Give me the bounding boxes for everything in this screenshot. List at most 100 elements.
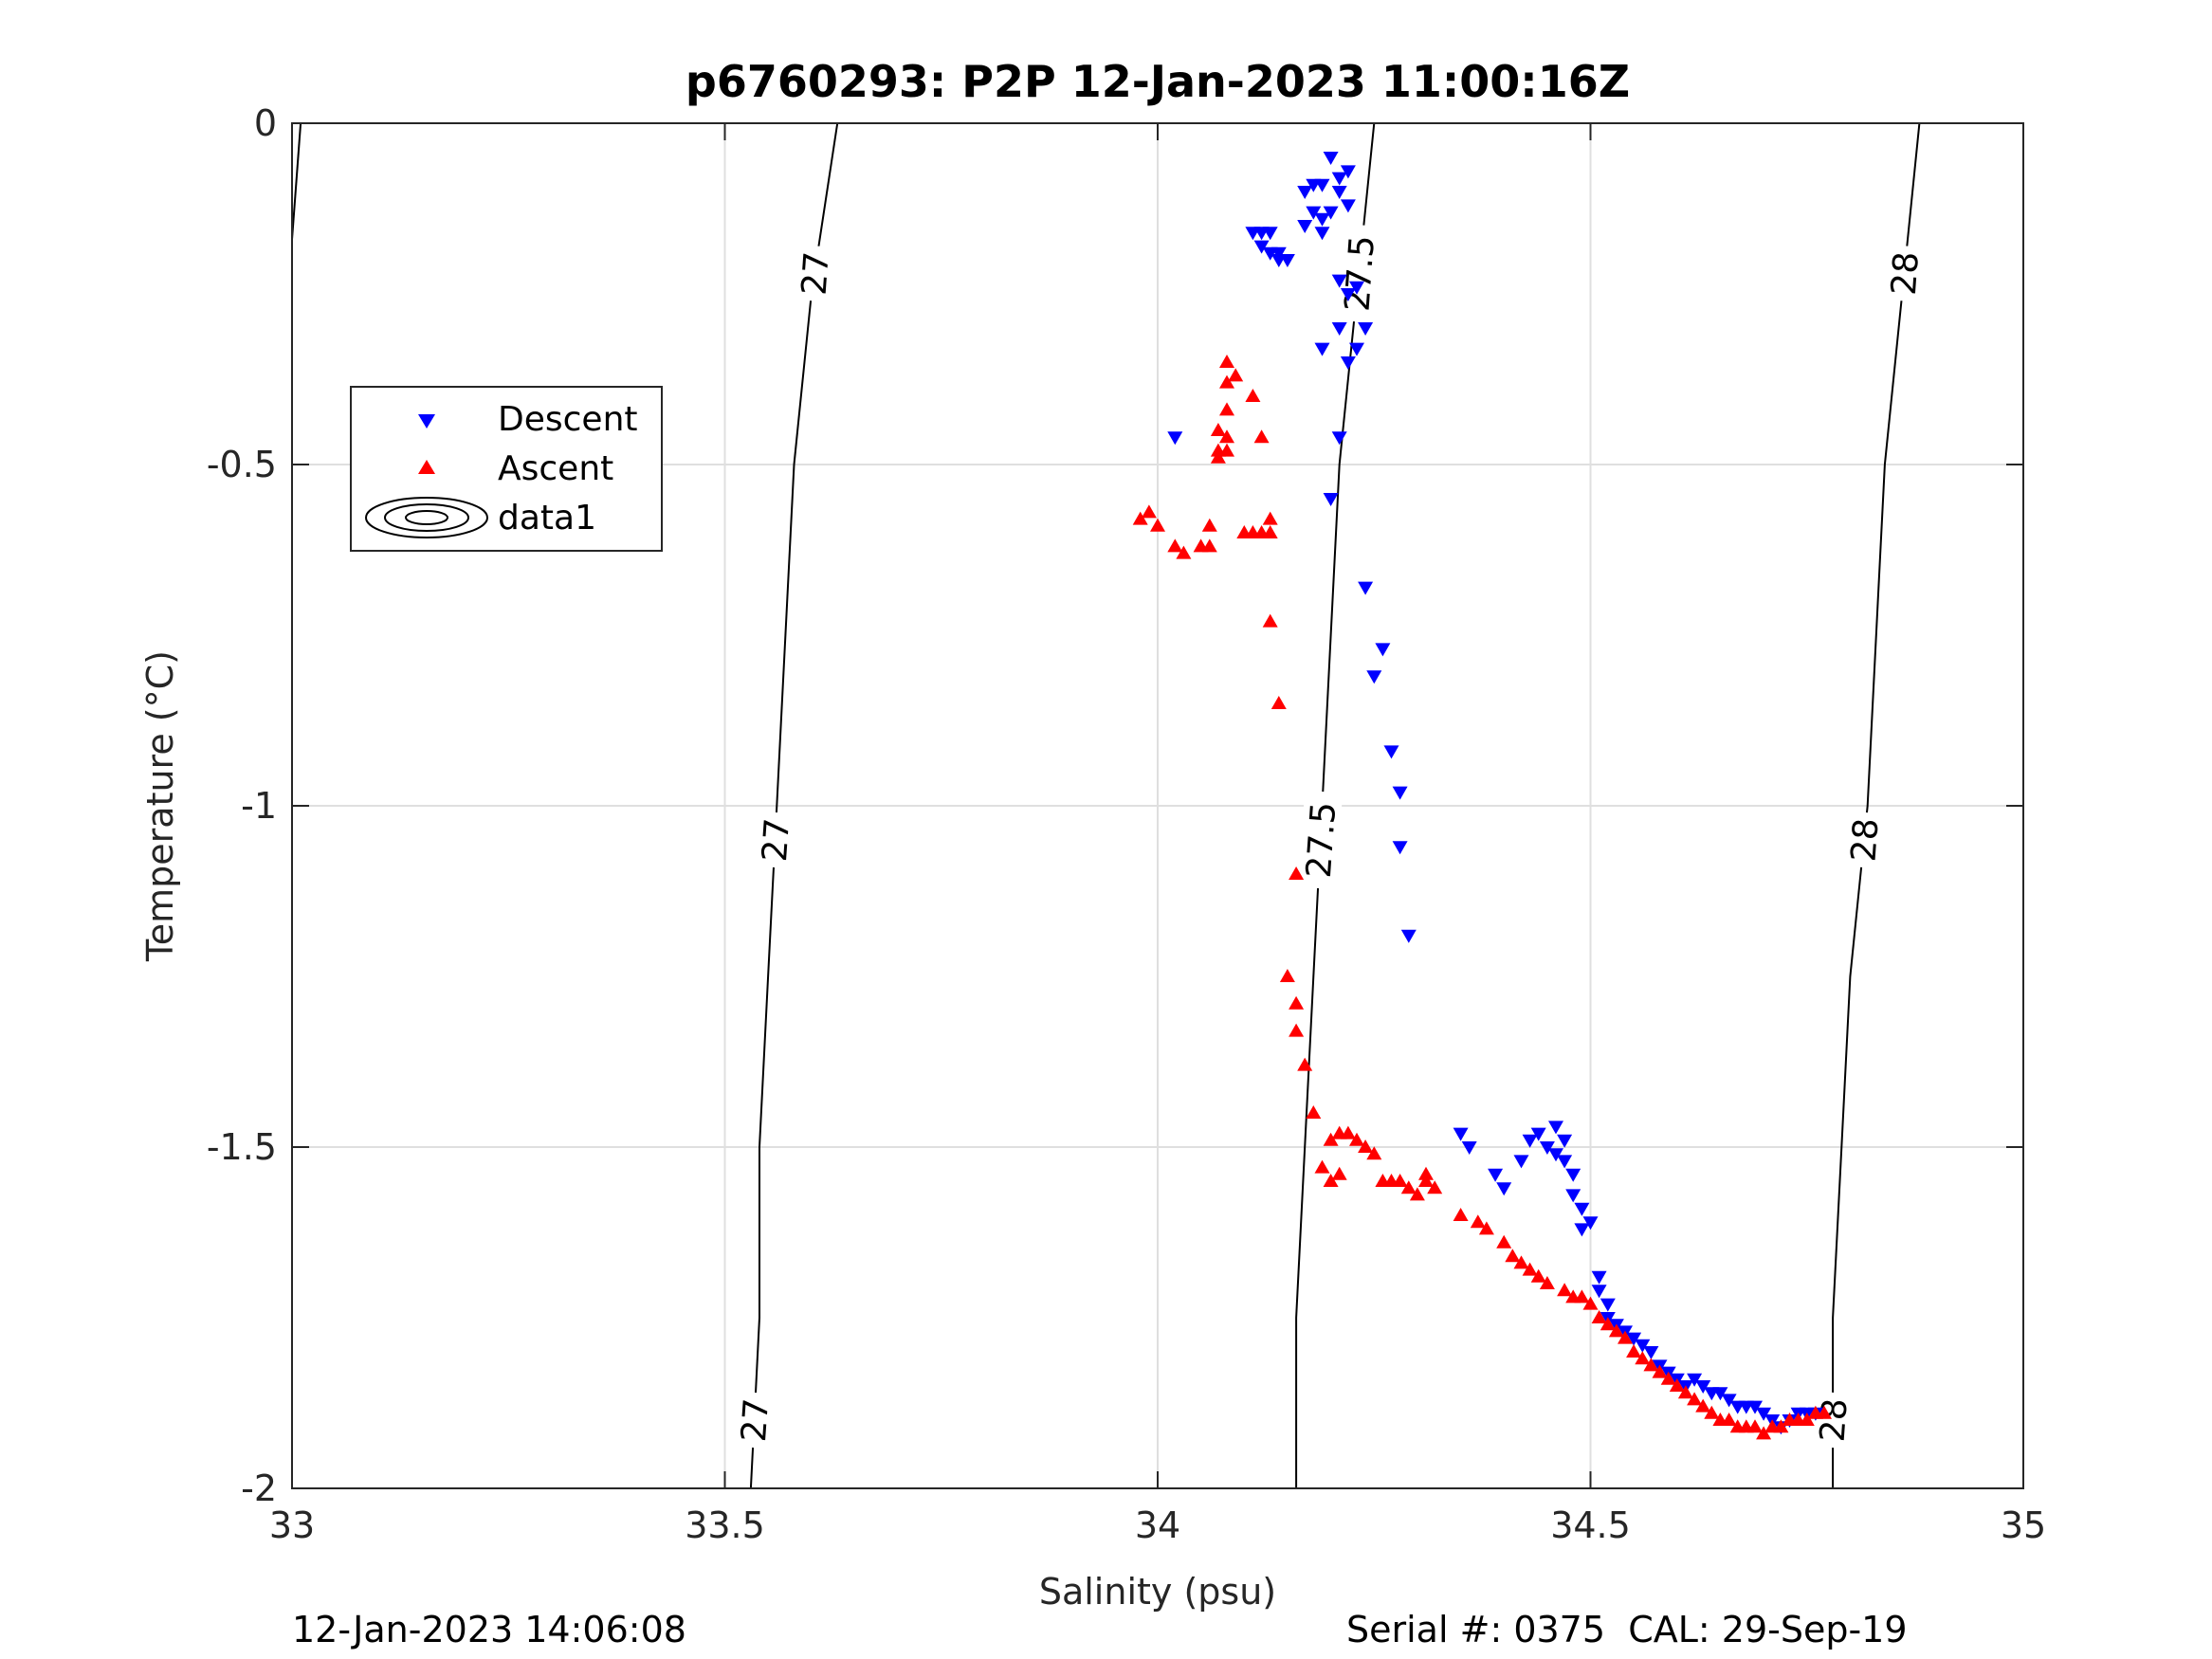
ascent-point [1608,1323,1624,1338]
ascent-point [1167,538,1183,553]
descent-point [1643,1346,1659,1359]
descent-point [1314,342,1330,356]
contour-line-27 [291,122,302,240]
descent-point [1323,206,1339,220]
ascent-point [1539,1276,1555,1289]
ascent-point [1522,1262,1538,1276]
x-tick-label: 33.5 [685,1504,765,1546]
descent-point [1530,1127,1546,1141]
descent-point [1297,220,1313,233]
y-tick-label: -1 [241,785,277,827]
descent-point [1340,356,1356,370]
ascent-point [1427,1180,1443,1194]
ascent-point [1418,1166,1434,1180]
descent-point [1600,1298,1616,1312]
descent-point [1323,493,1339,506]
descent-point [1565,1189,1581,1203]
descent-point [1306,206,1322,220]
ascent-point [1591,1310,1607,1323]
descent-point [1383,745,1399,759]
contour-label-bg [1883,245,1926,302]
descent-point [1488,1168,1504,1182]
descent-point [1375,643,1391,657]
contour-label-text: 27 [795,250,837,297]
ascent-point [1358,1139,1374,1153]
ascent-point [1253,429,1270,444]
ascent-point [1176,545,1192,559]
ascent-point [1306,1105,1322,1119]
ascent-point [1279,969,1295,982]
contour-label-bg [794,245,836,302]
ascent-point [1323,1132,1339,1146]
legend-data1-contour-icon [365,497,488,538]
descent-point [1557,1134,1573,1148]
legend-ascent-label: Ascent [498,449,613,488]
descent-point [1461,1141,1477,1155]
descent-point [1635,1339,1651,1353]
contour-label-27.5: 27.5 [1336,224,1382,323]
descent-point [1565,1168,1581,1182]
descent-point [1496,1182,1512,1196]
ascent-point [1618,1330,1633,1344]
x-axis-label: Salinity (psu) [1039,1571,1276,1613]
legend-box [350,386,663,552]
density-contours: 27 27 27 27.5 27.5 28 28 28 [291,122,1927,1489]
footer-timestamp: 12-Jan-2023 14:06:08 [292,1609,686,1650]
contour-label-27: 27 [733,1391,777,1449]
data-markers [1132,152,1832,1440]
axis-ticks: 33 33.5 34 34.5 35 0 -0.5 -1 -1.5 -2 [207,102,2046,1546]
ascent-point [1496,1234,1512,1249]
ascent-point [1643,1358,1659,1372]
ascent-point [1677,1385,1693,1399]
ascent-point [1513,1255,1529,1269]
legend-data1-label: data1 [498,499,596,538]
x-tick-label: 34.5 [1550,1504,1631,1546]
ascent-point [1228,368,1244,382]
descent-point [1331,186,1347,199]
contour-label-text: 28 [1844,817,1886,864]
ascent-point [1262,525,1278,538]
contour-label-text: 28 [1885,250,1927,297]
legend-descent-marker [418,414,435,428]
contour-label-text: 27 [756,817,797,864]
ascent-point [1574,1289,1590,1304]
descent-point [1323,152,1339,165]
ascent-point [1271,696,1287,709]
ascent-point [1470,1214,1486,1229]
contour-label-27: 27 [794,245,837,302]
x-tick-label: 33 [269,1504,315,1546]
descent-point [1721,1394,1737,1408]
ascent-point [1150,518,1165,532]
descent-point [1253,240,1270,254]
descent-point [1340,165,1356,179]
contour-label-text: 28 [1814,1397,1856,1444]
ascent-point [1331,1166,1347,1180]
contour-label-text: 27 [735,1397,777,1444]
descent-point [1513,1155,1529,1169]
ascent-point [1409,1187,1425,1201]
ascent-point [1297,1057,1313,1071]
y-tick-label: -1.5 [207,1126,277,1168]
ascent-point [1478,1221,1494,1235]
contour-label-28: 28 [1843,811,1887,869]
descent-point [1349,281,1364,295]
ascent-point [1695,1398,1711,1413]
contour-label-bg [733,1391,776,1449]
descent-point [1314,212,1330,227]
ascent-point [1219,355,1234,368]
ascent-point [1132,511,1148,525]
ascent-point [1219,402,1234,416]
ascent-point [1418,1174,1434,1187]
ascent-point [1392,1174,1408,1187]
ascent-point [1289,1023,1305,1037]
descent-point [1392,786,1408,800]
ascent-point [1201,518,1217,532]
descent-point [1167,431,1183,446]
descent-point [1695,1380,1711,1394]
descent-point [1331,274,1347,288]
ascent-point [1817,1405,1832,1419]
ascent-point [1219,443,1234,457]
contour-label-bg [1812,1391,1855,1449]
ascent-point [1141,504,1157,519]
ascent-point [1799,1413,1815,1426]
